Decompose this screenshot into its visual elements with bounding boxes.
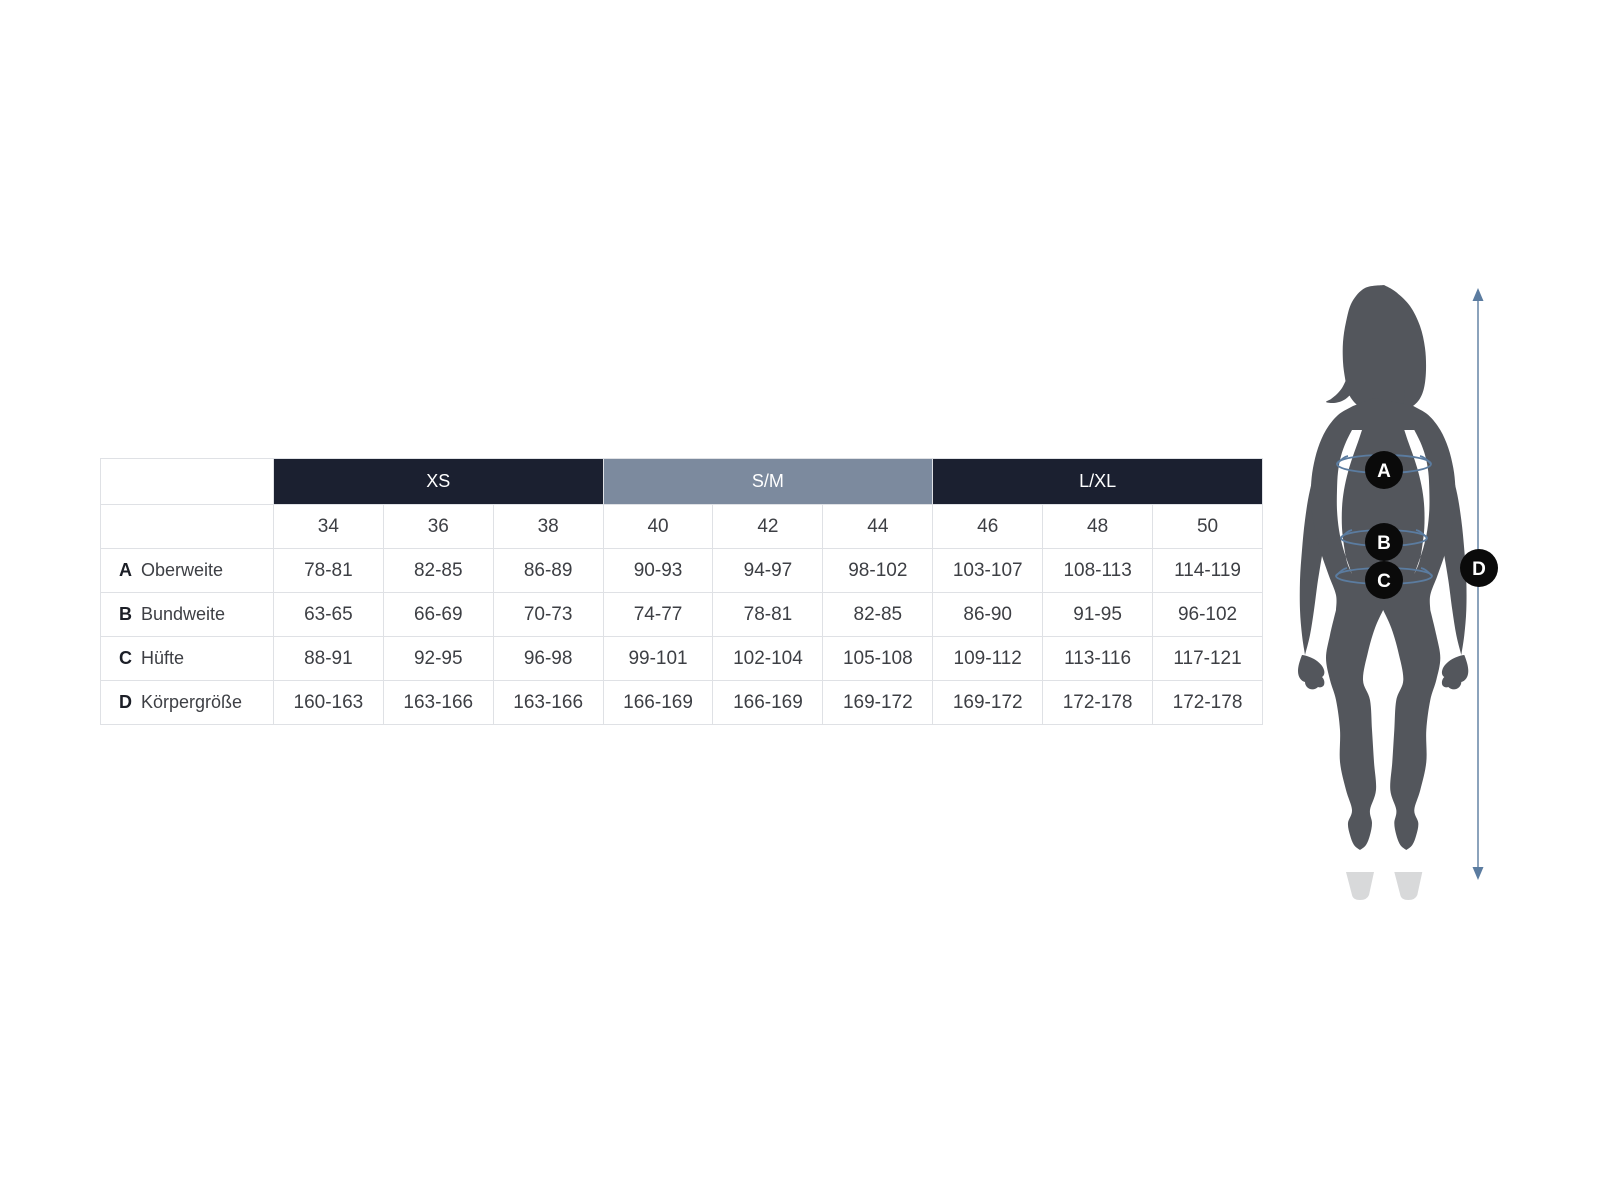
svg-text:B: B [1377, 533, 1391, 554]
svg-text:D: D [1472, 559, 1486, 580]
svg-text:C: C [1377, 571, 1391, 592]
svg-text:A: A [1377, 461, 1391, 482]
